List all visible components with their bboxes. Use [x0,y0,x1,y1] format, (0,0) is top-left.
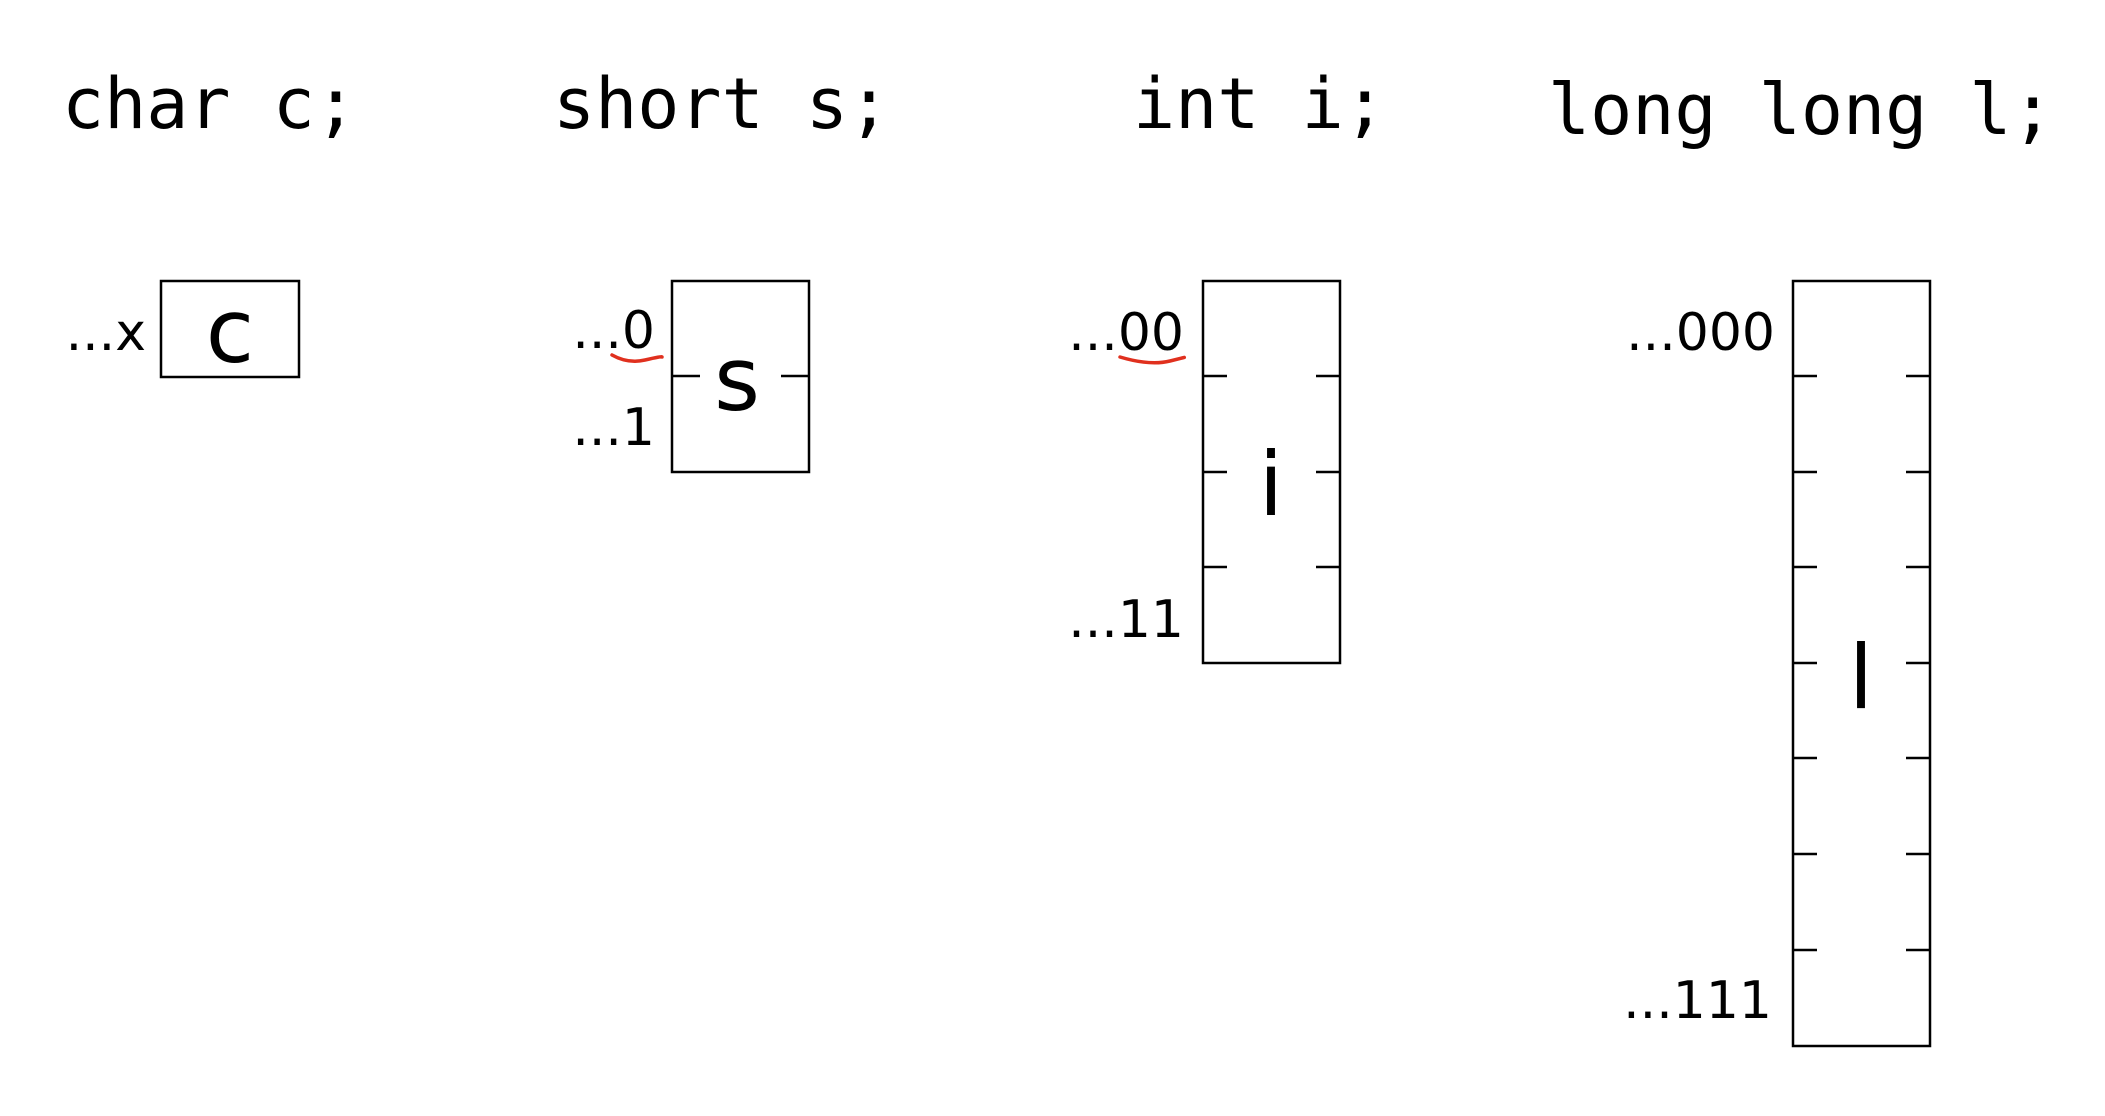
address-first-long-long: ...000 [1626,303,1775,363]
address-last-long-long: ...111 [1623,971,1772,1031]
address-last-int: ...11 [1068,590,1184,650]
declaration-int: int i; [1133,63,1386,145]
declaration-char: char c; [62,63,357,145]
column-char: char c; c ...x [62,63,357,383]
underline-annotation-int [1118,355,1186,365]
variable-label-short: s [714,328,760,431]
column-short: short s; s ...0 ...1 [553,63,890,474]
address-first-short: ...0 [572,301,655,361]
variable-label-long-long: l [1849,626,1873,729]
address-first-char: ...x [66,303,146,363]
memory-box-char [159,279,301,379]
declaration-short: short s; [553,63,890,145]
address-first-int: ...00 [1068,303,1184,363]
declaration-long-long: long long l; [1548,69,2054,151]
variable-label-char: c [206,280,254,383]
column-long-long: long long l; l ...000 ...111 [1548,69,2054,1048]
underline-annotation-short [610,353,664,363]
address-last-short: ...1 [572,398,655,458]
column-int: int i; i ...00 ...11 [1068,63,1386,665]
variable-label-int: i [1259,433,1283,536]
